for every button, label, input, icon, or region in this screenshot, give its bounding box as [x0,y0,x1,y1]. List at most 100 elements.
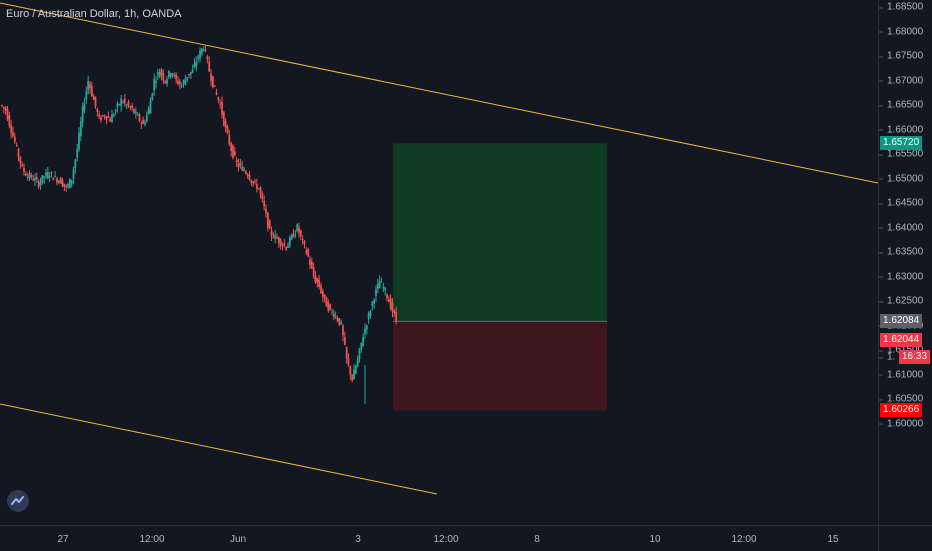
candle[interactable] [48,171,51,183]
candle[interactable] [160,67,163,81]
candle[interactable] [382,282,385,293]
loss-zone[interactable] [393,321,607,411]
candle[interactable] [202,46,205,52]
candle[interactable] [296,223,299,233]
candle[interactable] [195,56,198,72]
candle[interactable] [252,180,255,187]
candle[interactable] [321,288,324,303]
candle[interactable] [274,230,277,244]
candle[interactable] [241,160,244,172]
candle[interactable] [360,342,363,353]
candle[interactable] [100,115,102,123]
candle[interactable] [391,298,394,318]
candle[interactable] [105,115,108,125]
candle[interactable] [41,175,44,185]
candle[interactable] [149,97,152,114]
candle[interactable] [277,236,280,248]
candle[interactable] [96,107,99,117]
candle[interactable] [72,166,75,185]
candle[interactable] [261,191,264,203]
candle[interactable] [292,228,295,238]
candle[interactable] [8,111,11,129]
candle[interactable] [57,179,60,185]
candle[interactable] [197,54,200,63]
candle[interactable] [87,75,90,95]
candle[interactable] [378,275,381,289]
candle[interactable] [316,277,319,288]
candle[interactable] [303,239,306,249]
candle[interactable] [2,106,5,114]
candle[interactable] [283,238,286,248]
candle[interactable] [103,114,106,120]
candle[interactable] [92,93,95,101]
candle[interactable] [68,178,71,189]
candle[interactable] [375,285,377,302]
candle[interactable] [147,105,150,115]
candle[interactable] [301,235,304,245]
candle[interactable] [215,88,218,96]
candle[interactable] [118,103,121,106]
candle[interactable] [334,311,337,320]
candle[interactable] [182,79,185,88]
candle[interactable] [30,172,33,180]
candle[interactable] [153,73,156,96]
candle[interactable] [39,177,42,190]
candle[interactable] [265,204,267,218]
candle[interactable] [79,116,82,142]
candle[interactable] [285,246,288,251]
candle[interactable] [294,230,297,239]
candle[interactable] [12,126,14,138]
candle[interactable] [145,111,148,123]
candle[interactable] [332,309,335,321]
candle[interactable] [184,74,187,86]
candle[interactable] [164,80,167,85]
candle[interactable] [336,315,339,323]
candle[interactable] [281,242,284,251]
candle[interactable] [138,112,141,123]
candle[interactable] [351,373,354,383]
candle[interactable] [259,186,262,199]
candle[interactable] [380,277,383,283]
candle[interactable] [76,143,79,162]
candle[interactable] [171,72,174,78]
candle[interactable] [107,111,110,119]
candle[interactable] [61,177,64,188]
candle[interactable] [1,104,3,108]
candle[interactable] [151,92,154,102]
candle[interactable] [272,232,275,239]
candle[interactable] [28,170,31,182]
symbol-title[interactable]: Euro / Australian Dollar, 1h, OANDA [6,8,182,20]
candle[interactable] [123,93,126,107]
candle[interactable] [221,96,223,119]
candle[interactable] [180,82,183,88]
candle[interactable] [327,299,330,313]
candle[interactable] [276,233,278,240]
candle[interactable] [314,271,317,284]
candle[interactable] [287,242,289,248]
candle[interactable] [217,96,220,104]
candle[interactable] [191,64,194,74]
candle[interactable] [155,75,157,89]
time-axis[interactable]: 27 12:00 Jun 3 12:00 8 10 12:00 15 [0,525,878,551]
candle[interactable] [376,278,379,294]
candle[interactable] [358,347,361,363]
candle[interactable] [19,156,22,169]
candle[interactable] [177,76,179,86]
candle[interactable] [208,56,211,73]
candle[interactable] [349,365,352,381]
candle[interactable] [254,178,256,185]
candle[interactable] [342,324,344,342]
candle[interactable] [309,255,311,270]
candle[interactable] [74,158,77,174]
price-chart[interactable] [0,0,878,525]
candle[interactable] [63,183,66,191]
candle[interactable] [167,70,170,80]
candle[interactable] [323,294,326,303]
candle[interactable] [162,69,165,85]
candle[interactable] [200,47,203,57]
candle[interactable] [387,295,390,303]
candle[interactable] [279,238,282,250]
candle[interactable] [120,94,123,112]
candle[interactable] [367,311,370,325]
candle[interactable] [299,229,302,241]
